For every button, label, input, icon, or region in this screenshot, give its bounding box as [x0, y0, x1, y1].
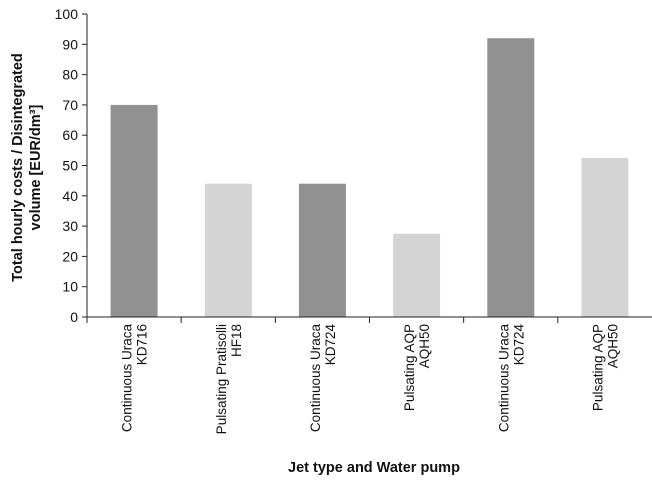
y-tick-label: 0 — [70, 309, 78, 325]
x-category-label: KD716 — [135, 324, 150, 365]
x-category-label: Continuous Uraca — [496, 324, 511, 433]
y-tick-label: 100 — [55, 6, 79, 22]
y-tick-label: 20 — [62, 248, 78, 264]
y-tick-label: 70 — [62, 97, 78, 113]
bar — [204, 183, 252, 317]
y-axis-ticks: 0 10 20 30 40 50 60 70 80 90 100 — [55, 6, 87, 325]
y-tick-label: 40 — [62, 188, 78, 204]
y-axis-title-line: volume [EUR/dm³] — [28, 104, 44, 230]
bar — [393, 233, 441, 317]
bar — [298, 183, 346, 317]
x-category-label: KD724 — [323, 324, 338, 366]
x-category-label: Pulsating Pratisolli — [214, 324, 229, 434]
y-axis-title: Total hourly costs / Disintegrated volume… — [10, 53, 44, 282]
x-axis-title: Jet type and Water pump — [288, 460, 460, 476]
y-tick-label: 60 — [62, 127, 78, 143]
x-axis-category-labels: Continuous Uraca KD716 Pulsating Pratisoll… — [120, 324, 621, 435]
y-tick-label: 50 — [62, 158, 78, 174]
y-tick-label: 10 — [62, 279, 78, 295]
x-category-label: AQH50 — [417, 324, 432, 368]
bar — [487, 38, 535, 317]
y-axis-title-line: Total hourly costs / Disintegrated — [10, 53, 26, 282]
x-category-label: Continuous Uraca — [120, 324, 135, 433]
axes — [86, 14, 652, 323]
y-tick-label: 30 — [62, 218, 78, 234]
bar — [581, 157, 629, 317]
y-tick-label: 80 — [62, 67, 78, 83]
x-category-label: Continuous Uraca — [308, 324, 323, 433]
bars — [110, 38, 629, 318]
x-category-label: AQH50 — [605, 324, 620, 368]
x-category-label: Pulsating AQP — [590, 324, 605, 411]
x-category-label: KD724 — [511, 324, 526, 366]
bar — [110, 104, 158, 318]
y-tick-label: 90 — [62, 36, 78, 52]
x-category-label: HF18 — [229, 324, 244, 357]
x-category-label: Pulsating AQP — [402, 324, 417, 411]
